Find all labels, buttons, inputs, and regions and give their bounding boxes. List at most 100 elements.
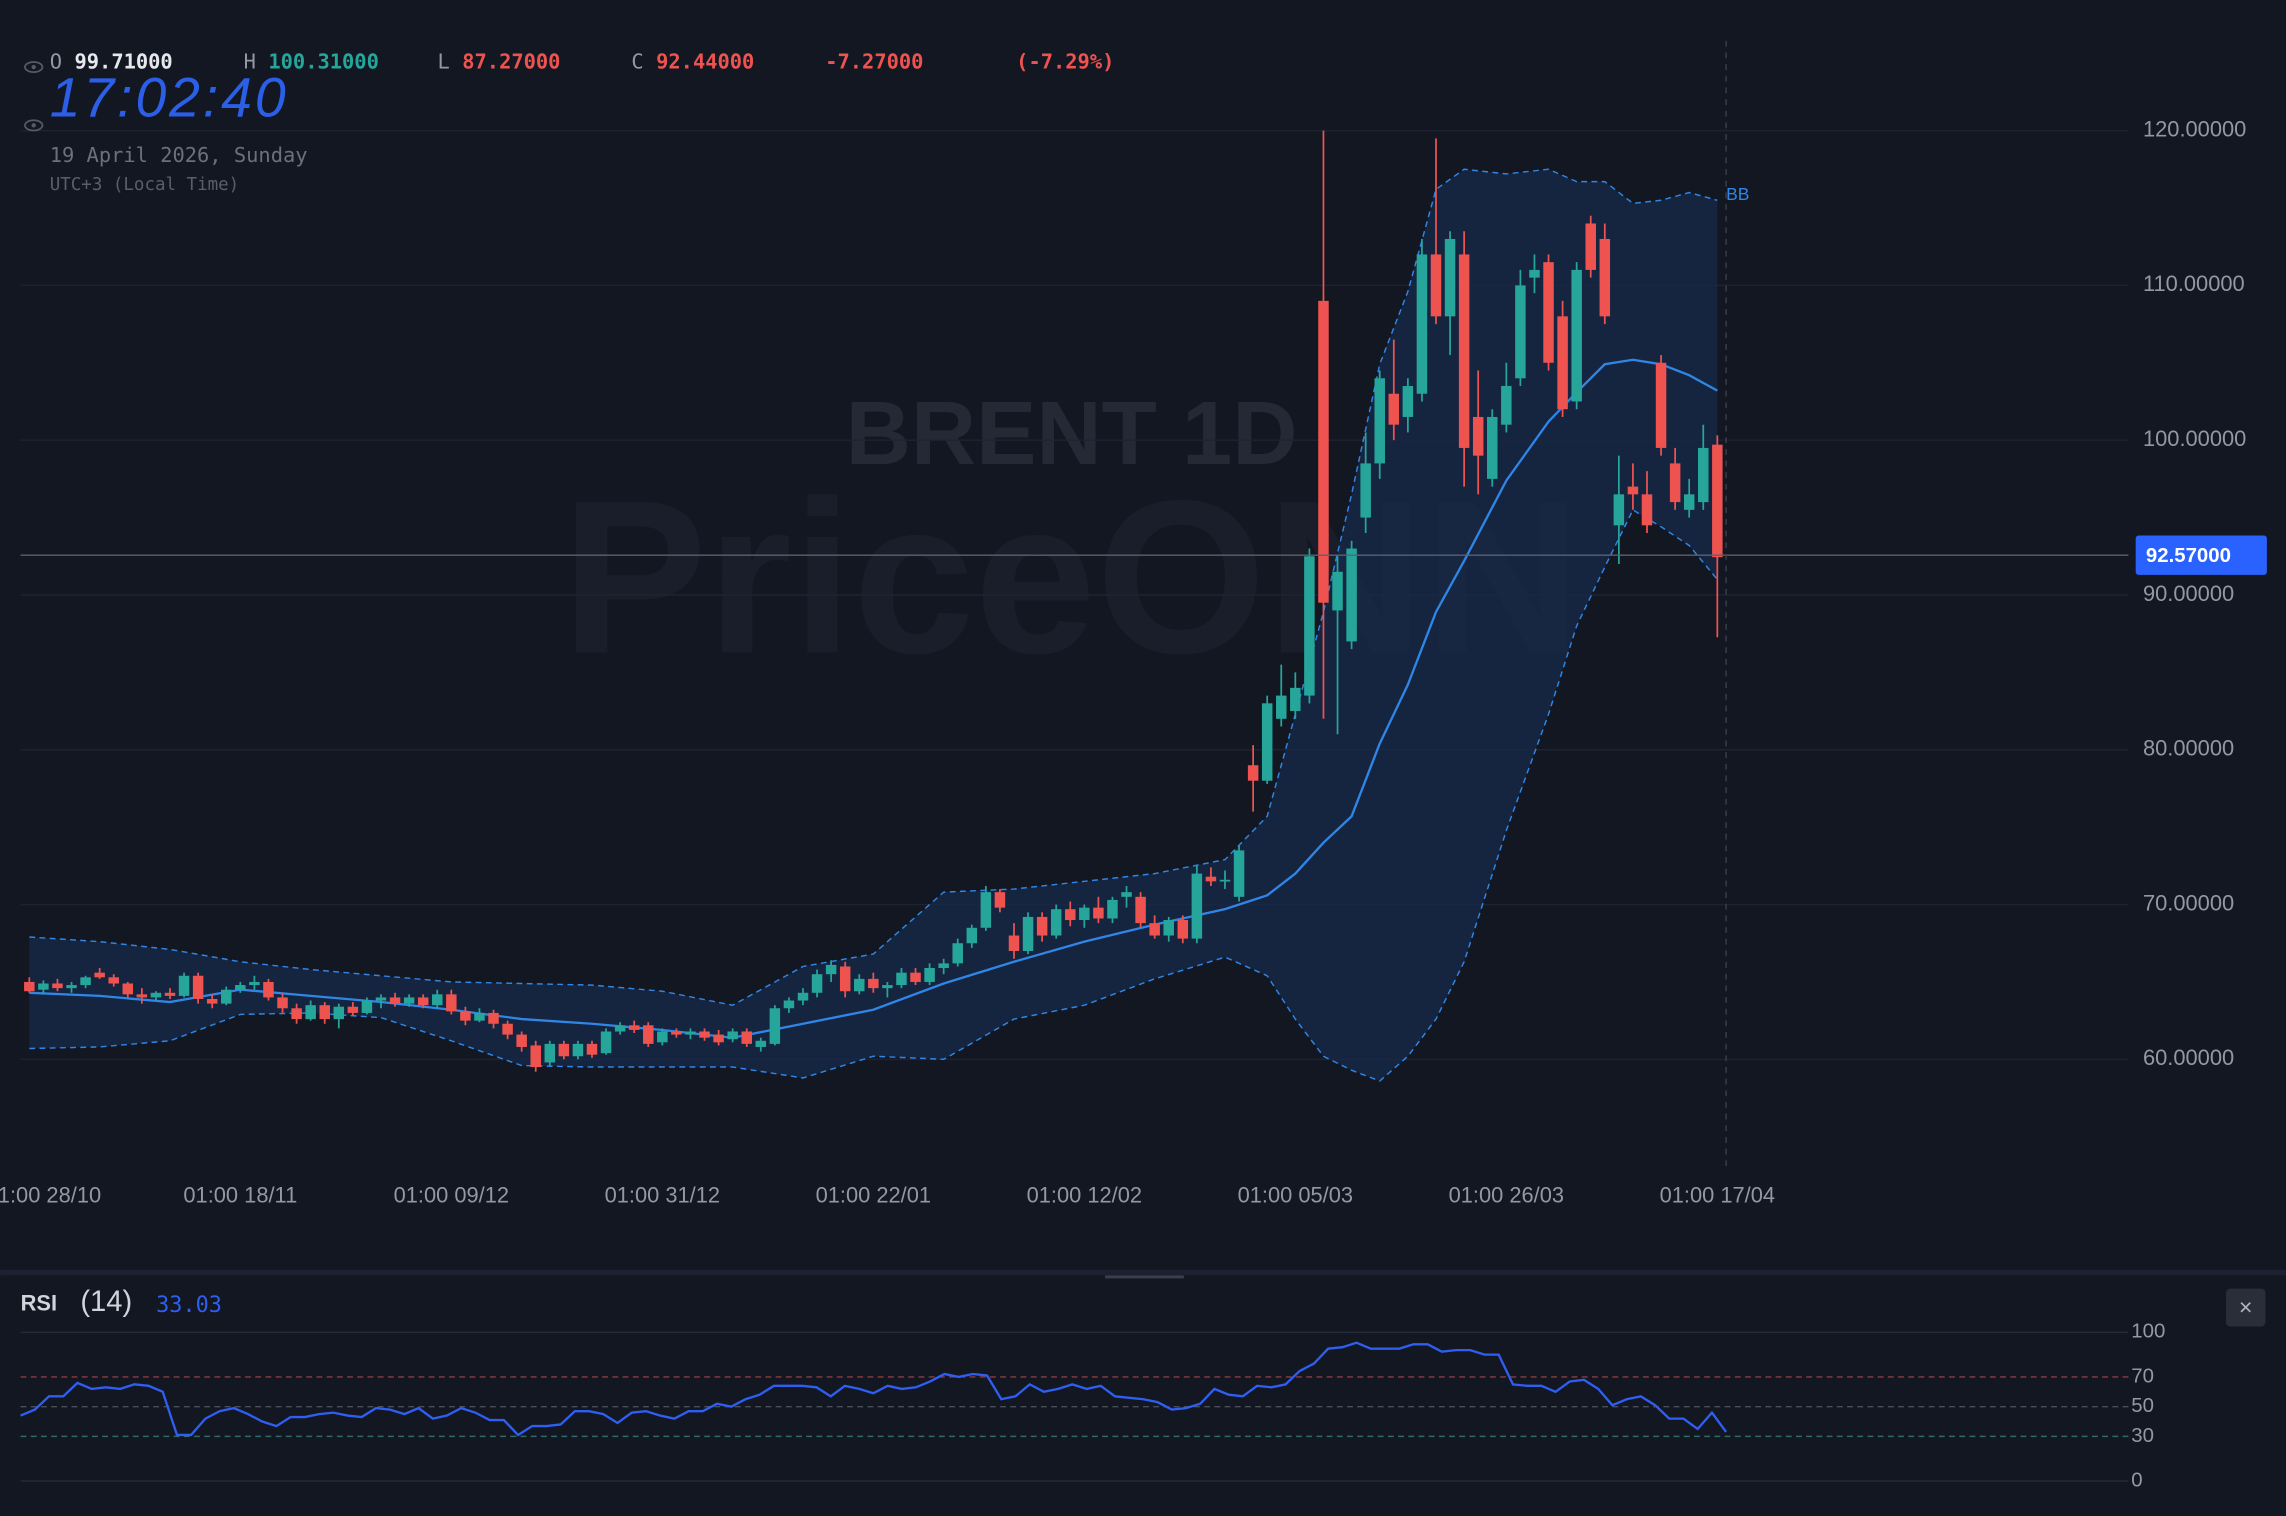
candle-body <box>1557 316 1568 410</box>
candle-body <box>263 981 274 998</box>
candle-body <box>108 977 119 984</box>
band-label: BB <box>1726 184 1749 204</box>
candle-body <box>839 966 851 992</box>
eye-icon-shape[interactable] <box>24 61 44 74</box>
candle-body <box>586 1043 598 1055</box>
candle-body <box>1219 879 1231 882</box>
candle-body <box>249 981 260 986</box>
x-tick-label: 01:00 09/12 <box>394 1183 509 1208</box>
x-tick-label: 01:00 05/03 <box>1238 1183 1353 1208</box>
candle-body <box>1093 907 1104 919</box>
candle-body <box>1163 920 1174 936</box>
ohlc-value: 100.31000 <box>268 50 379 74</box>
candle-body <box>1698 447 1709 503</box>
y-tick-label: 60.00000 <box>2143 1045 2234 1070</box>
candle-body <box>1065 909 1076 921</box>
candle-body <box>1515 285 1526 379</box>
candle-body <box>1107 899 1118 919</box>
candle-body <box>460 1011 471 1021</box>
candle-body <box>66 985 77 989</box>
candle-body <box>221 989 232 1004</box>
candle-body <box>811 974 823 993</box>
rsi-tick-label: 100 <box>2131 1321 2165 1343</box>
candle-body <box>727 1031 738 1040</box>
ohlc-label: O <box>50 50 62 74</box>
close-button-bg[interactable] <box>2226 1288 2266 1327</box>
x-tick-label: 01:00 18/11 <box>183 1183 297 1208</box>
eye-icon[interactable] <box>24 119 44 132</box>
candle-body <box>235 985 246 990</box>
ohlc-label: L <box>437 50 449 74</box>
candle-body <box>333 1006 345 1020</box>
candle-body <box>1008 935 1020 951</box>
candle-body <box>882 985 893 989</box>
candle-body <box>1177 920 1189 939</box>
candle-body <box>1374 378 1385 464</box>
candle-body <box>1655 362 1667 448</box>
candle-body <box>1022 916 1034 951</box>
candle-body <box>1388 393 1400 425</box>
ohlc-label: H <box>244 50 256 74</box>
change: -7.27000 <box>825 50 923 74</box>
candle-body <box>24 981 35 992</box>
close-button[interactable]: × <box>2226 1288 2266 1327</box>
candle-body <box>741 1031 752 1044</box>
candle-body <box>305 1005 316 1020</box>
candle-body <box>1543 262 1554 363</box>
candle-body <box>38 983 49 990</box>
candle-body <box>628 1025 640 1030</box>
candle-body <box>530 1045 541 1068</box>
rsi-line <box>20 1341 1728 1437</box>
rsi-value: 33.03 <box>156 1293 222 1318</box>
pane-divider[interactable] <box>0 1269 2286 1276</box>
close-button-icon[interactable]: × <box>2239 1294 2253 1320</box>
ohlc-legend: O 99.71000 H 100.31000 L 87.27000 C 92.4… <box>50 50 1115 74</box>
candle-body <box>1205 876 1217 882</box>
candle-body <box>319 1005 330 1020</box>
candle-body <box>924 968 935 982</box>
x-tick-label: 01:00 31/12 <box>605 1183 720 1208</box>
candle-body <box>80 977 91 986</box>
ohlc-value: 92.44000 <box>656 50 754 74</box>
ohlc-value: 99.71000 <box>75 50 173 74</box>
change-percent: (-7.29%) <box>1016 50 1114 74</box>
candle-body <box>1318 300 1329 603</box>
candle-body <box>910 972 921 982</box>
eye-icon-pupil[interactable] <box>31 123 36 128</box>
candle-body <box>389 997 401 1004</box>
ohlc-value: 87.27000 <box>462 50 560 74</box>
candle-body <box>1050 909 1062 936</box>
rsi-tick-label: 50 <box>2131 1395 2154 1417</box>
y-tick-label: 110.00000 <box>2143 271 2245 296</box>
candle-body <box>994 892 1006 908</box>
band-upper <box>29 168 1718 1006</box>
eye-icon[interactable] <box>24 61 44 74</box>
clock: 17:02:40 <box>50 67 289 129</box>
candle-body <box>825 964 837 975</box>
divider-handle[interactable] <box>1105 1275 1184 1279</box>
candle-body <box>474 1012 485 1021</box>
candle-body <box>685 1031 696 1035</box>
band-lower <box>29 508 1718 1082</box>
band-fill <box>29 169 1718 1082</box>
candle-body <box>980 892 992 928</box>
candle-body <box>713 1034 724 1043</box>
candle-body <box>488 1012 499 1024</box>
candle-body <box>375 997 387 1001</box>
candle-body <box>643 1025 654 1044</box>
candle-body <box>1416 254 1428 394</box>
candle-body <box>1290 687 1301 712</box>
x-tick-label: 01:00 17/04 <box>1660 1183 1775 1208</box>
candle-body <box>291 1008 302 1020</box>
candle-body <box>558 1043 570 1057</box>
candle-body <box>122 983 134 995</box>
candle-body <box>150 992 162 998</box>
candle-body <box>783 1000 795 1009</box>
eye-icon-shape[interactable] <box>24 119 44 132</box>
eye-icon-pupil[interactable] <box>31 64 36 70</box>
candle-body <box>1641 494 1653 526</box>
candle-body <box>1346 548 1357 642</box>
candle-body <box>1613 494 1625 526</box>
x-tick-label: 01:00 26/03 <box>1449 1183 1564 1208</box>
